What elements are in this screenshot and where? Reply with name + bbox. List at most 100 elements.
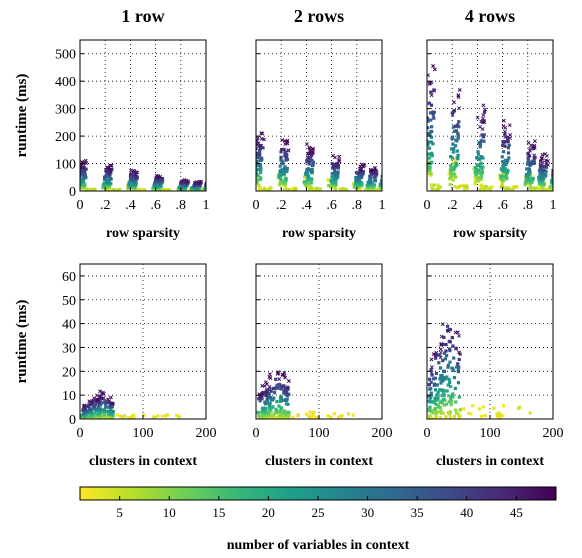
data-point [480,169,484,174]
data-point [450,156,455,160]
data-point [207,187,210,190]
data-point [501,118,506,123]
data-point [427,168,431,172]
data-point [443,376,447,380]
data-point [385,180,388,183]
data-point [80,180,82,184]
data-point [501,124,506,129]
data-point [126,416,130,419]
data-point [111,415,115,419]
data-point [387,168,390,171]
data-point [432,400,437,404]
data-point [558,171,561,174]
data-point [280,148,284,152]
data-point [386,167,389,170]
data-point [454,161,458,166]
data-point [256,172,258,176]
data-point [333,155,337,160]
data-point [110,167,114,172]
data-point [556,187,559,190]
data-point [384,180,387,183]
data-point [382,188,385,191]
data-point [439,411,443,415]
data-point [87,406,91,411]
x-tick-label: .2 [276,198,287,213]
x-tick-label: .8 [352,198,363,213]
data-point [480,127,485,131]
data-point [359,180,363,184]
data-point [279,412,283,416]
data-point [452,167,456,172]
data-point [504,174,508,178]
data-point [448,182,452,187]
data-point [499,174,503,178]
data-point [360,172,364,176]
x-tick-label: 0 [77,198,84,213]
data-point [441,411,445,415]
data-point [457,184,462,189]
data-point [210,184,213,187]
y-tick-label: 300 [55,103,76,118]
data-point [526,160,530,164]
data-point [430,373,434,377]
data-point [438,406,442,410]
data-point [428,387,432,391]
data-point [363,188,367,191]
data-point [542,182,547,186]
data-point [427,171,429,175]
data-point [330,175,334,179]
data-point [383,169,386,172]
data-point [448,380,452,384]
data-point [107,165,112,170]
data-point [555,186,558,189]
data-point [554,181,557,184]
data-point [94,414,98,418]
data-point [427,156,431,160]
data-point [279,155,283,159]
data-point [279,395,283,399]
data-point [258,149,262,153]
data-point [524,177,529,181]
data-point [256,175,258,180]
data-point [452,125,456,129]
data-point [268,376,273,381]
data-point [108,176,112,180]
data-point [207,180,210,183]
data-point [208,189,211,192]
data-point [543,158,548,163]
data-point [259,393,264,398]
data-point [103,168,108,173]
y-tick-label: 10 [62,389,76,404]
data-point [307,146,312,151]
data-point [286,188,290,191]
data-point [498,415,502,419]
panel-4: 0 100 200 0 10 20 30 40 50 60 clusters in context r… [14,263,217,469]
data-point [208,186,211,189]
data-point [428,414,432,418]
data-point [274,377,278,381]
data-point [208,187,211,190]
data-point [422,177,425,180]
data-point [501,143,505,147]
data-point [454,411,459,415]
data-point [503,158,508,162]
data-point [209,184,212,187]
data-point [476,152,481,156]
data-point [210,187,213,190]
data-point [474,166,478,170]
data-point [371,168,376,173]
data-point [533,186,537,190]
data-point [193,181,197,185]
data-point [504,187,508,191]
data-point [427,152,431,156]
data-point [440,401,445,405]
data-point [557,169,560,172]
data-point [452,415,456,419]
data-point [506,146,510,150]
data-point [283,188,287,191]
data-point [85,409,90,413]
data-point [309,168,313,172]
data-point [551,178,553,182]
data-point [97,402,101,406]
data-point [374,170,379,175]
